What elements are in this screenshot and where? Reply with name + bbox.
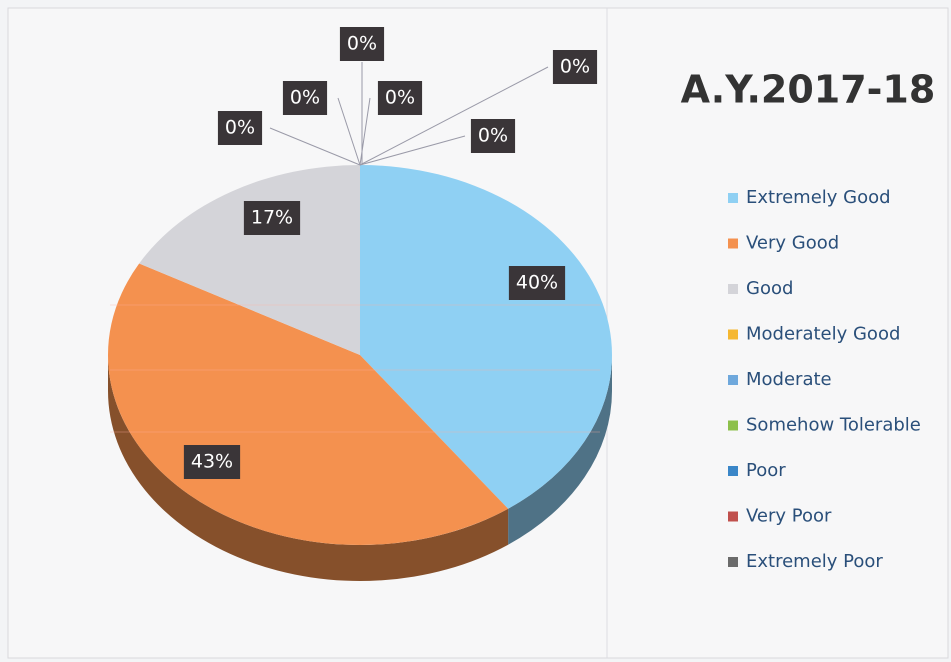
legend-label: Very Poor (746, 506, 832, 527)
leader-line (337, 97, 361, 166)
data-label: 0% (560, 56, 590, 78)
chart-title: A.Y.2017-18 (681, 68, 936, 112)
leader-line (359, 97, 371, 166)
leader-line (359, 66, 549, 166)
legend-swatch (728, 420, 738, 431)
data-label: 0% (225, 117, 255, 139)
legend-label: Somehow Tolerable (746, 415, 921, 436)
legend-swatch (728, 193, 738, 203)
label-box (243, 201, 301, 235)
legend-swatch (728, 284, 738, 294)
legend-label: Extremely Good (746, 187, 891, 208)
pie-slice (360, 165, 613, 509)
legend-swatch (728, 375, 738, 385)
legend-swatch (728, 238, 738, 249)
data-label: 0% (290, 87, 320, 109)
data-label: 17% (251, 207, 293, 229)
pie-side (108, 355, 509, 581)
legend-label: Moderately Good (746, 324, 900, 345)
legend-swatch (728, 329, 738, 340)
label-box (282, 81, 328, 115)
legend-label: Extremely Poor (746, 551, 883, 572)
label-box (470, 119, 516, 153)
legend-swatch (728, 557, 738, 567)
legend-swatch (728, 511, 738, 522)
data-label: 43% (191, 451, 233, 473)
legend-label: Good (746, 278, 793, 299)
label-box (217, 111, 263, 145)
data-label: 0% (385, 87, 415, 109)
data-label: 0% (347, 33, 377, 55)
legend-swatch (728, 466, 738, 476)
data-label: 0% (478, 125, 508, 147)
pie-side (508, 355, 612, 545)
legend-label: Poor (746, 460, 786, 481)
label-box (339, 27, 385, 61)
label-box (552, 50, 598, 84)
leader-line (359, 135, 466, 166)
legend-label: Moderate (746, 369, 832, 390)
data-label: 40% (516, 272, 558, 294)
label-box (508, 266, 566, 300)
legend-label: Very Good (746, 233, 839, 254)
label-box (183, 445, 241, 479)
pie-slice (139, 165, 360, 355)
label-box (377, 81, 423, 115)
leader-line (269, 127, 361, 166)
